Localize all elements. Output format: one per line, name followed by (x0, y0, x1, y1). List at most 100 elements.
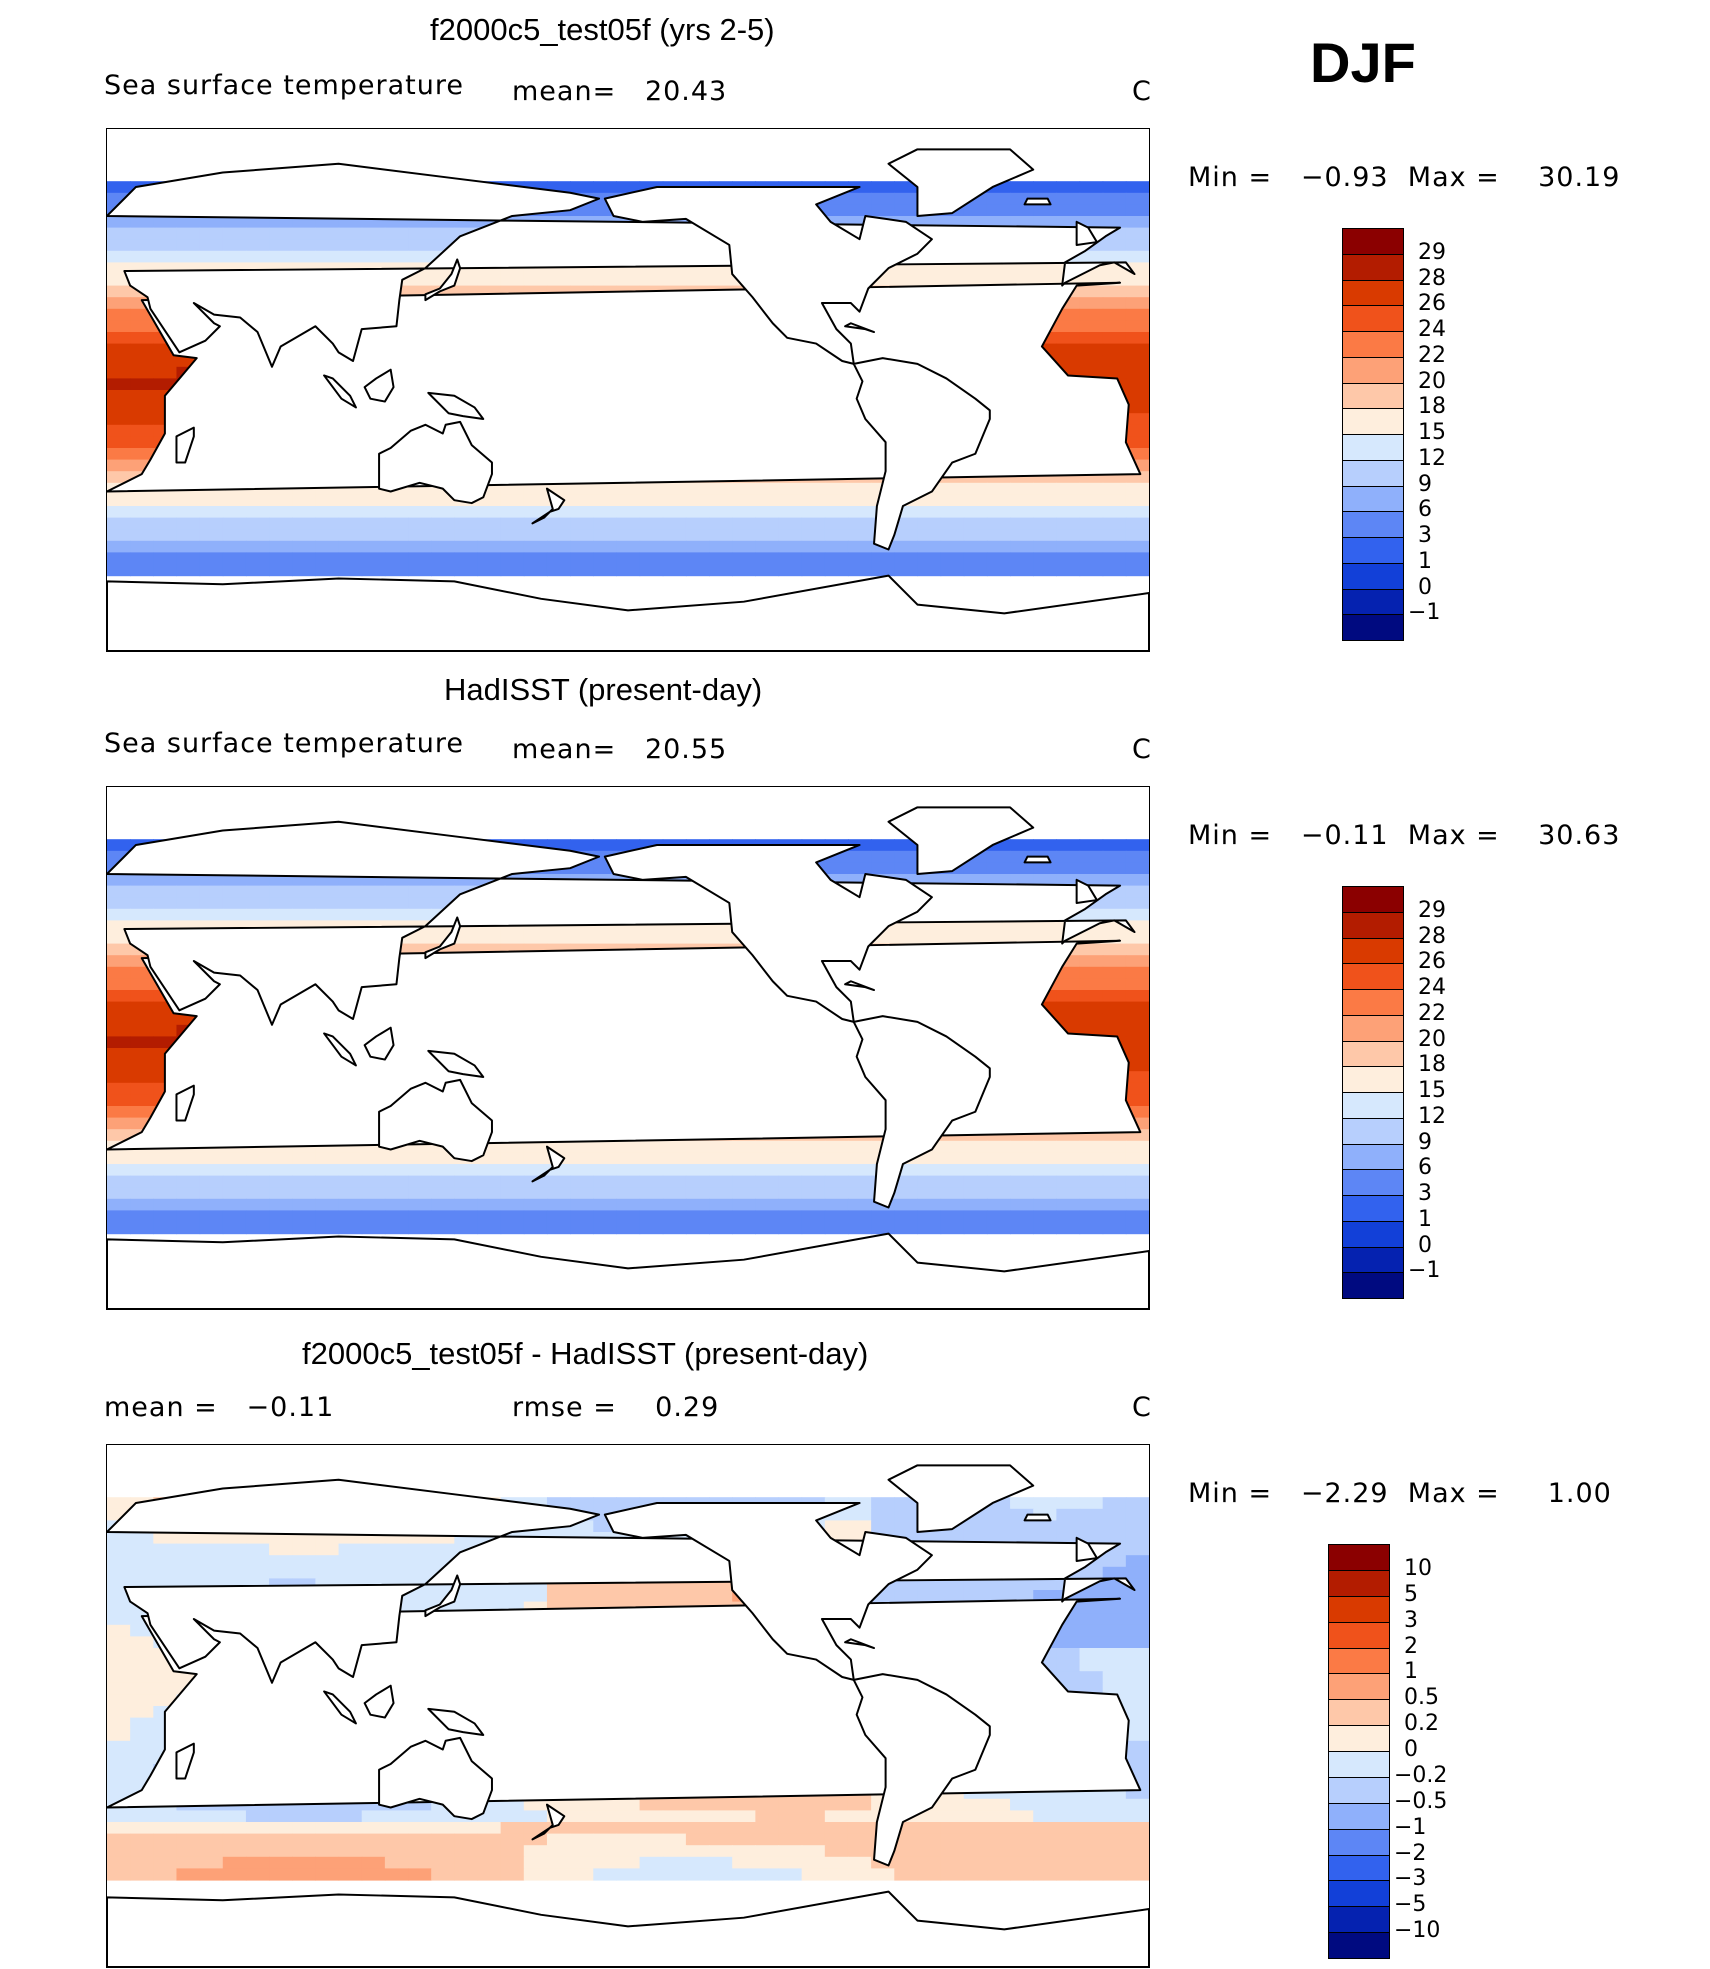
colorbar-tick-label: 26 (1418, 291, 1446, 317)
colorbar-swatch (1342, 1014, 1404, 1042)
colorbar-swatch (1342, 1195, 1404, 1222)
colorbar-swatch (1342, 562, 1404, 590)
colorbar-model: 29 28 26 24 22 20 18 15 12 9 6 3 1 0 −1 (1342, 228, 1446, 641)
colorbar-tick-label: 24 (1418, 975, 1446, 1000)
colorbar-tick-label: −10 (1394, 1918, 1441, 1944)
colorbar-tick-label: 20 (1418, 1026, 1446, 1052)
colorbar-tick-label: 29 (1418, 239, 1446, 265)
colorbar-tick-label: 6 (1418, 1155, 1432, 1181)
colorbar-swatch (1342, 886, 1404, 913)
colorbar-tick-label: 15 (1418, 1078, 1446, 1103)
panel-rmse-label-diff: rmse = 0.29 (512, 1392, 720, 1423)
colorbar-tick-label: 2 (1404, 1633, 1418, 1659)
colorbar-tick-label: 22 (1418, 342, 1446, 368)
colorbar-tick-label: 1 (1404, 1659, 1418, 1685)
colorbar-swatch (1328, 1932, 1390, 1959)
colorbar-swatch (1342, 614, 1404, 641)
colorbar-swatch (1342, 537, 1404, 564)
colorbar-swatch (1328, 1595, 1390, 1623)
colorbar-tick-label: 3 (1418, 1181, 1432, 1206)
colorbar-tick-label: −1 (1408, 600, 1441, 626)
colorbar-swatch (1328, 1906, 1390, 1934)
colorbar-tick-label: 9 (1418, 1129, 1432, 1155)
panel-mean-label-model: mean= 20.43 (512, 76, 728, 107)
colorbar-swatch (1342, 356, 1404, 384)
colorbar-tick-label: 28 (1418, 265, 1446, 291)
panel-minmax-model: Min = −0.93 Max = 30.19 (1188, 162, 1621, 193)
continent-outlines (107, 806, 1149, 1309)
panel-title-obs: HadISST (present-day) (444, 672, 763, 707)
colorbar-tick-label: 3 (1404, 1607, 1418, 1633)
colorbar-tick-label: −0.5 (1394, 1788, 1448, 1814)
colorbar-tick-label: −3 (1394, 1866, 1427, 1892)
colorbar-swatch (1342, 382, 1404, 410)
continent-outlines (107, 1464, 1149, 1967)
colorbar-swatch (1328, 1776, 1390, 1804)
colorbar-swatch (1328, 1673, 1390, 1701)
panel-title-model: f2000c5_test05f (yrs 2-5) (430, 12, 775, 47)
colorbar-swatch (1342, 228, 1404, 255)
colorbar-tick-label: −1 (1408, 1258, 1441, 1284)
sst-map-diff (106, 1444, 1150, 1968)
colorbar-tick-label: 28 (1418, 923, 1446, 949)
panel-units-obs: C (1132, 734, 1152, 765)
sst-map-obs (106, 786, 1150, 1310)
colorbar-tick-label: 12 (1418, 445, 1446, 471)
colorbar-swatch (1342, 588, 1404, 616)
panel-mean-label-diff: mean = −0.11 (104, 1392, 335, 1423)
colorbar-swatch (1342, 253, 1404, 281)
colorbar-swatch (1342, 1040, 1404, 1068)
colorbar-swatch (1342, 1117, 1404, 1145)
colorbar-tick-label: 29 (1418, 897, 1446, 923)
colorbar-tick-label: 26 (1418, 949, 1446, 975)
panel-variable-label-model: Sea surface temperature (104, 70, 464, 101)
colorbar-obs: 29 28 26 24 22 20 18 15 12 9 6 3 1 0 −1 (1342, 886, 1446, 1299)
colorbar-swatch (1342, 331, 1404, 358)
colorbar-swatch (1342, 279, 1404, 307)
colorbar-swatch (1342, 1246, 1404, 1274)
continent-outlines (107, 148, 1149, 651)
panel-minmax-diff: Min = −2.29 Max = 1.00 (1188, 1478, 1612, 1509)
colorbar-swatch (1342, 1272, 1404, 1299)
colorbar-swatch (1328, 1880, 1390, 1908)
colorbar-swatch (1342, 434, 1404, 461)
colorbar-swatch (1342, 1066, 1404, 1093)
colorbar-diff: 10 5 3 2 1 0.5 0.2 0 −0.2 −0.5 −1 −2 −3 −5 −10 (1328, 1544, 1447, 1959)
colorbar-tick-label: 12 (1418, 1103, 1446, 1129)
colorbar-tick-label: 6 (1418, 497, 1432, 523)
colorbar-swatch (1342, 989, 1404, 1016)
colorbar-tick-label: 0.5 (1404, 1685, 1439, 1711)
colorbar-tick-label: 22 (1418, 1000, 1446, 1026)
colorbar-tick-label: 20 (1418, 368, 1446, 394)
colorbar-tick-label: 18 (1418, 394, 1446, 420)
colorbar-tick-label: 1 (1418, 548, 1432, 574)
sst-map-model (106, 128, 1150, 652)
colorbar-swatch (1342, 911, 1404, 939)
colorbar-tick-label: −5 (1394, 1892, 1427, 1918)
colorbar-swatch (1328, 1647, 1390, 1675)
colorbar-tick-label: 3 (1418, 523, 1432, 548)
colorbar-swatch (1328, 1621, 1390, 1649)
colorbar-tick-label: −2 (1394, 1840, 1427, 1866)
panel-units-diff: C (1132, 1392, 1152, 1423)
colorbar-swatch (1328, 1828, 1390, 1856)
colorbar-tick-label: −1 (1394, 1814, 1427, 1840)
colorbar-swatch (1342, 937, 1404, 965)
panel-title-diff: f2000c5_test05f - HadISST (present-day) (302, 1336, 869, 1371)
colorbar-swatch (1342, 459, 1404, 487)
colorbar-tick-label: −0.2 (1394, 1762, 1448, 1788)
colorbar-swatch (1342, 963, 1404, 990)
colorbar-swatch (1342, 305, 1404, 332)
season-label: DJF (1310, 31, 1416, 94)
colorbar-tick-label: 10 (1404, 1555, 1432, 1581)
colorbar-swatch (1328, 1544, 1390, 1571)
panel-units-model: C (1132, 76, 1152, 107)
colorbar-tick-label: 18 (1418, 1052, 1446, 1078)
colorbar-swatch (1342, 485, 1404, 513)
colorbar-swatch (1328, 1802, 1390, 1830)
colorbar-swatch (1342, 408, 1404, 435)
panel-mean-label-obs: mean= 20.55 (512, 734, 728, 765)
colorbar-swatch (1328, 1569, 1390, 1597)
panel-variable-label-obs: Sea surface temperature (104, 728, 464, 759)
colorbar-swatch (1342, 1220, 1404, 1248)
